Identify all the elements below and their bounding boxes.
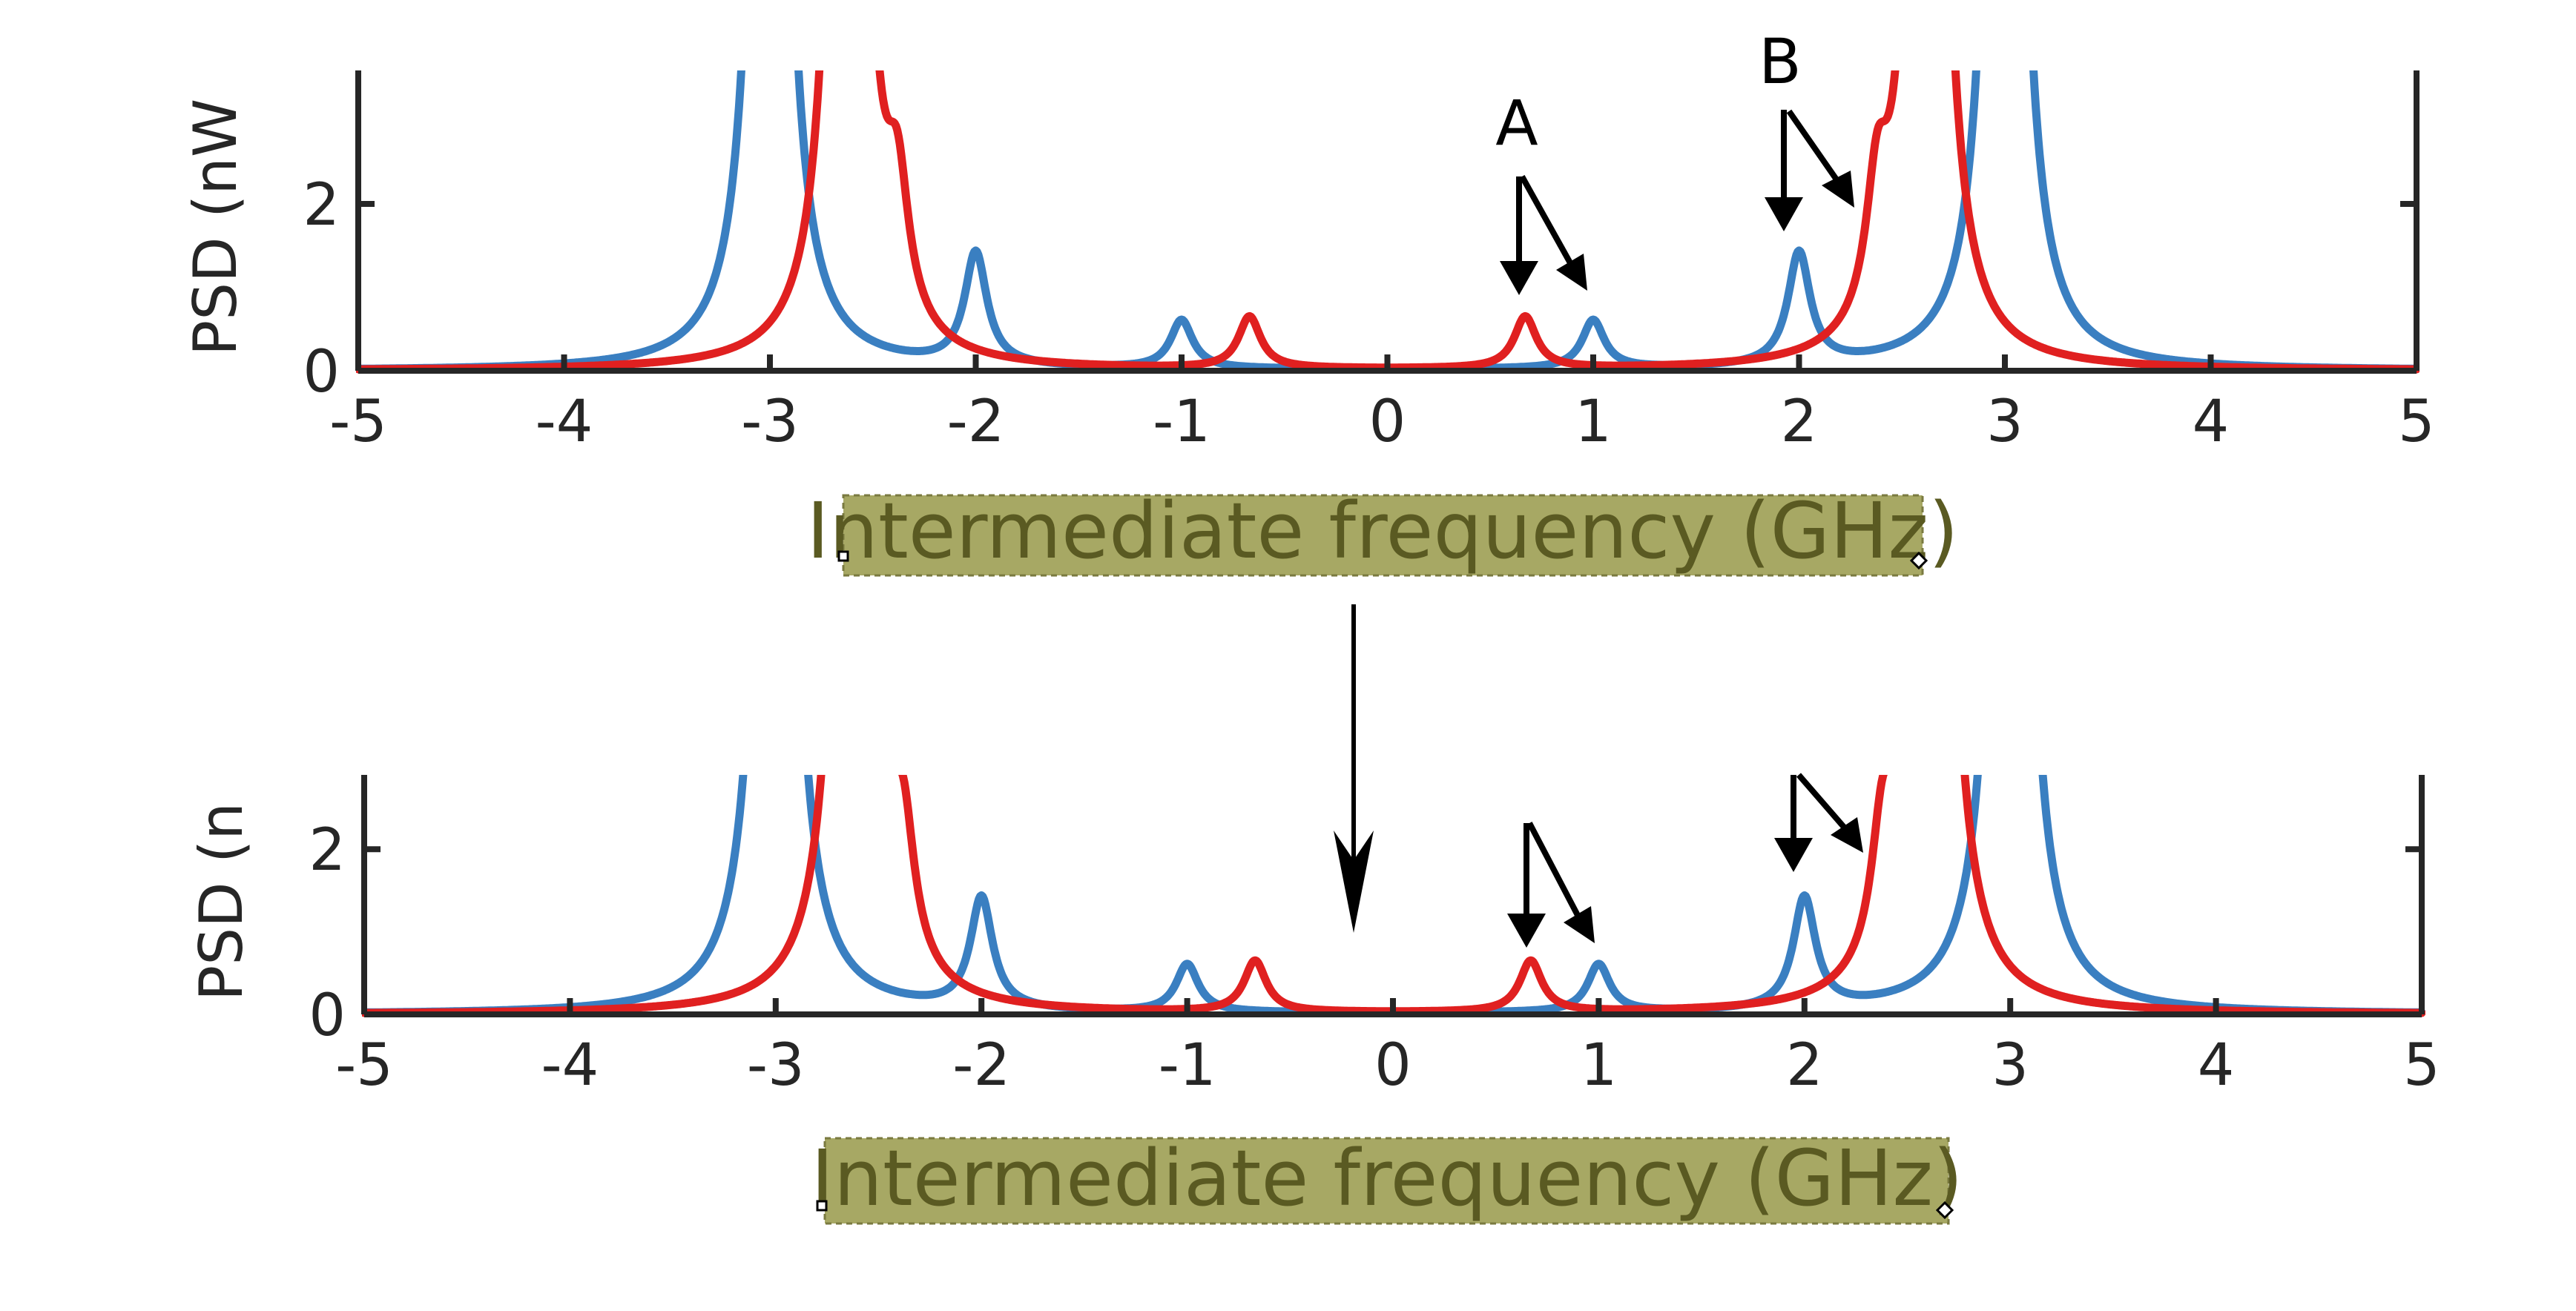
- x-tick-label: -2: [952, 1032, 1010, 1099]
- xlabel-text: Intermediate frequency (GHz): [811, 1133, 1963, 1224]
- plot-top: PSD (nW -5 -4 -3 -2 -1 0 1 2 3 4 5 0 2 A B Intermedi…: [181, 25, 2435, 577]
- x-tick-label: 5: [2398, 389, 2435, 455]
- x-tick-label: 0: [1369, 389, 1406, 455]
- x-tick-label: -4: [541, 1032, 599, 1099]
- x-tick-label: 2: [1781, 389, 1818, 455]
- plot-bottom: PSD (n -5 -4 -3 -2 -1 0 1 2 3 4 5 0 2 A Intermediate…: [187, 773, 2440, 1225]
- y-tick-label: 0: [303, 339, 340, 406]
- x-tick-label: -3: [747, 1032, 805, 1099]
- axes: -5 -4 -3 -2 -1 0 1 2 3 4 5 0 2: [309, 775, 2440, 1099]
- y-tick-label: 0: [309, 983, 346, 1049]
- y-tick-label: 2: [303, 172, 340, 239]
- xlabel-selection-box[interactable]: [842, 494, 1924, 577]
- x-tick-label: -1: [1159, 1032, 1216, 1099]
- x-tick-label: -1: [1153, 389, 1210, 455]
- x-tick-label: -5: [329, 389, 387, 455]
- annotation-a: A: [1503, 787, 1595, 948]
- annotation-b-label: B: [1759, 25, 1802, 98]
- transition-arrow: [1334, 604, 1374, 933]
- annotation-a-label: A: [1495, 87, 1538, 159]
- x-tick-label: -4: [536, 389, 593, 455]
- axes: -5 -4 -3 -2 -1 0 1 2 3 4 5 0 2: [303, 70, 2435, 455]
- y-tick-label: 2: [309, 817, 346, 884]
- series-line-1: [362, 775, 2425, 1017]
- x-axis-label[interactable]: Intermediate frequency (GHz): [806, 486, 1959, 577]
- x-axis-label[interactable]: Intermediate frequency (GHz): [811, 1133, 1963, 1225]
- xlabel-text: Intermediate frequency (GHz): [806, 486, 1958, 576]
- x-tick-label: 3: [1986, 389, 2023, 455]
- x-tick-label: 1: [1581, 1032, 1618, 1099]
- series-line-1: [356, 70, 2419, 373]
- plot-area: [356, 70, 2419, 374]
- plot-area: [362, 775, 2425, 1017]
- ylabel-text: PSD (n: [187, 802, 256, 1001]
- series-line-2: [362, 775, 2425, 1017]
- selection-handle-left[interactable]: [816, 1200, 828, 1212]
- selection-handle-left[interactable]: [837, 550, 849, 562]
- y-axis-label: PSD (nW: [181, 99, 250, 356]
- selection-handle-right[interactable]: [1909, 551, 1928, 570]
- x-tick-label: 5: [2403, 1032, 2440, 1099]
- selection-handle-right[interactable]: [1935, 1201, 1954, 1220]
- xlabel-selection-box[interactable]: [823, 1137, 1950, 1225]
- ylabel-text: PSD (nW: [181, 99, 250, 356]
- x-tick-label: 1: [1575, 389, 1612, 455]
- x-tick-label: 0: [1374, 1032, 1411, 1099]
- x-tick-label: 4: [2193, 389, 2230, 455]
- x-tick-label: 4: [2198, 1032, 2235, 1099]
- annotation-b-arrows: [1774, 773, 1863, 872]
- x-tick-label: -5: [335, 1032, 393, 1099]
- x-tick-label: -2: [947, 389, 1005, 455]
- annotation-a: A: [1495, 87, 1587, 295]
- x-tick-label: 3: [1992, 1032, 2029, 1099]
- series-line-2: [356, 70, 2419, 374]
- y-axis-label: PSD (n: [187, 802, 256, 1001]
- x-tick-label: -3: [741, 389, 799, 455]
- x-tick-label: 2: [1786, 1032, 1823, 1099]
- annotation-a-label: A: [1503, 787, 1545, 860]
- annotation-b: B: [1759, 25, 1854, 231]
